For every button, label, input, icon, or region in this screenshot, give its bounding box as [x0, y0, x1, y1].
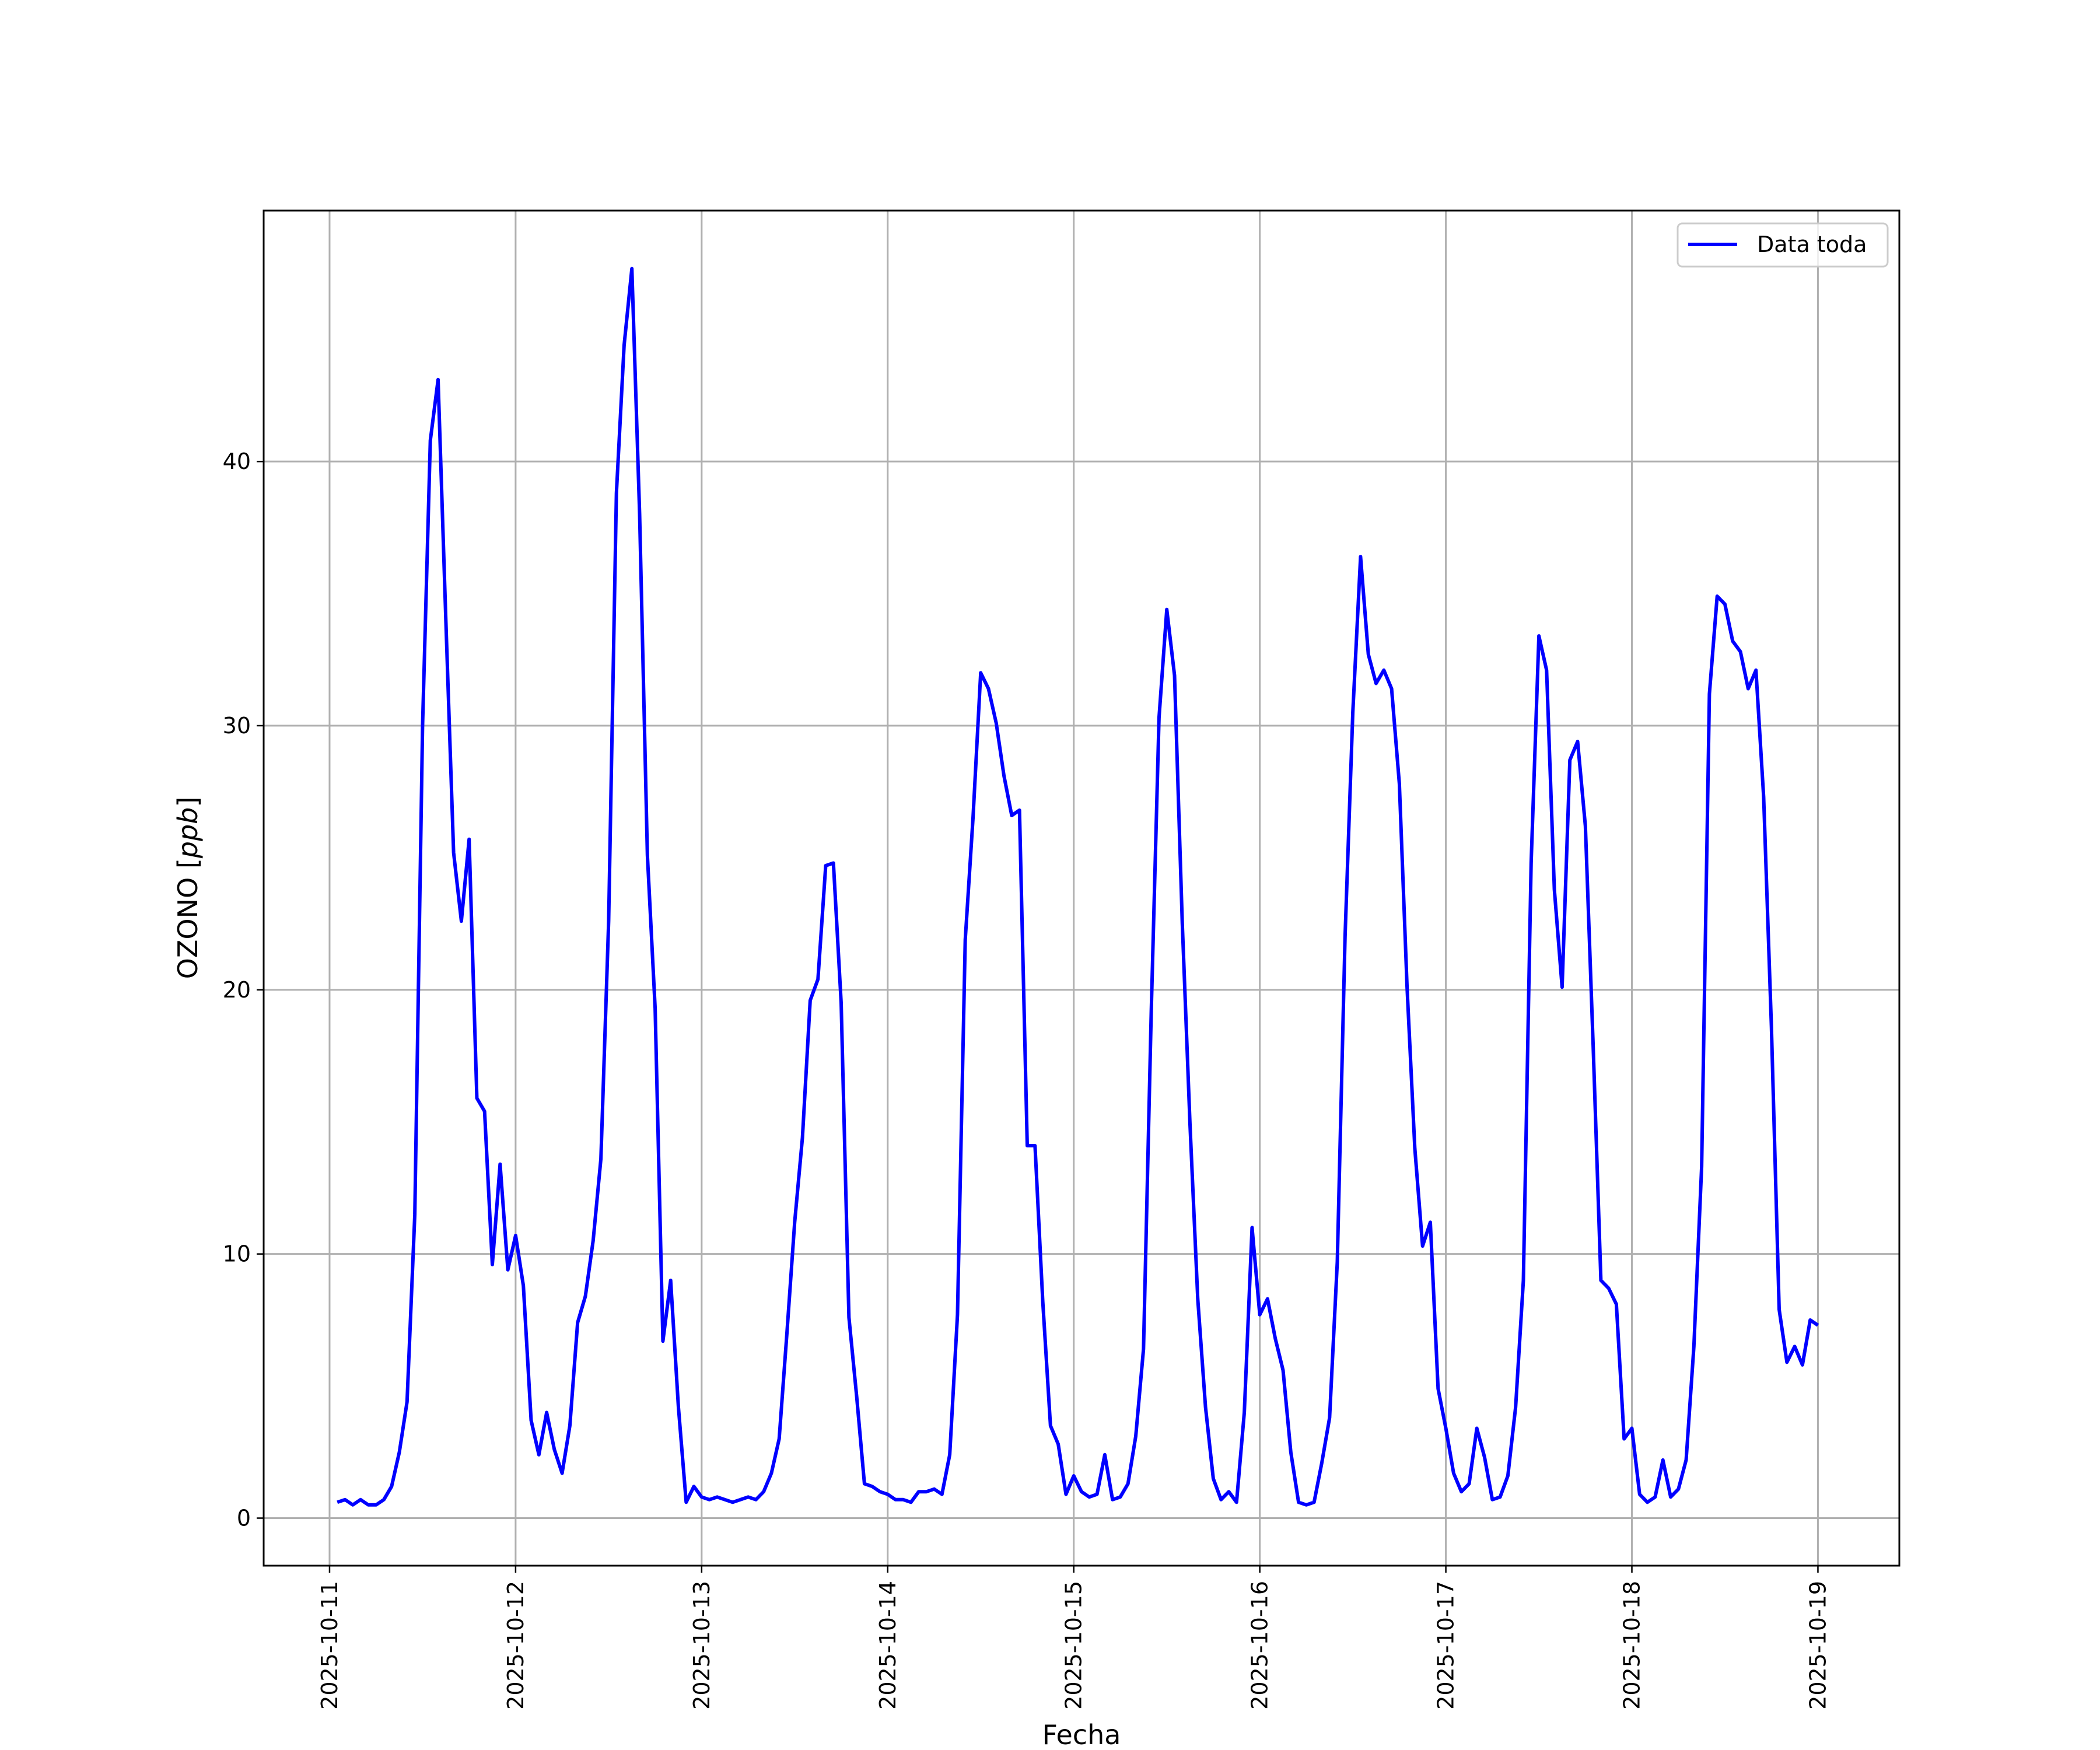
- y-grid-lines: [264, 460, 1899, 1519]
- legend-label: Data toda: [1757, 232, 1867, 257]
- y-tick-label: 0: [237, 1505, 251, 1531]
- legend: Data toda: [1676, 222, 1889, 268]
- y-tick-label: 20: [223, 977, 251, 1003]
- y-tick-label: 30: [223, 713, 251, 738]
- x-tick-label: 2025-10-15: [1061, 1581, 1087, 1710]
- x-grid-lines: [328, 211, 1819, 1566]
- x-tick-label: 2025-10-13: [689, 1581, 715, 1710]
- y-axis: 0 10 20 30 40: [223, 449, 264, 1531]
- y-axis-label-bracket-open: [: [172, 858, 204, 877]
- legend-box: [1676, 222, 1889, 268]
- y-axis-label: OZONO [ppb]: [172, 797, 204, 979]
- x-tick-label: 2025-10-16: [1247, 1581, 1273, 1710]
- y-axis-label-bracket-close: ]: [172, 797, 204, 807]
- y-tick-label: 40: [223, 449, 251, 474]
- x-axis-label: Fecha: [1042, 1719, 1121, 1750]
- plot-frame: [262, 209, 1901, 1567]
- y-axis-label-unit: ppb: [172, 807, 204, 859]
- x-tick-label: 2025-10-19: [1805, 1581, 1831, 1710]
- x-tick-label: 2025-10-12: [503, 1581, 528, 1710]
- y-tick-label: 10: [223, 1241, 251, 1267]
- x-axis: 2025-10-11 2025-10-12 2025-10-13 2025-10-14…: [317, 1566, 1831, 1710]
- y-axis-label-main: OZONO: [172, 877, 204, 979]
- x-tick-label: 2025-10-18: [1619, 1581, 1645, 1710]
- x-tick-label: 2025-10-17: [1433, 1581, 1459, 1710]
- series-line: [337, 267, 1819, 1507]
- x-tick-label: 2025-10-14: [875, 1581, 901, 1710]
- series-layer: [337, 267, 1819, 1507]
- plot-area: [264, 211, 1899, 1566]
- x-tick-label: 2025-10-11: [317, 1581, 342, 1710]
